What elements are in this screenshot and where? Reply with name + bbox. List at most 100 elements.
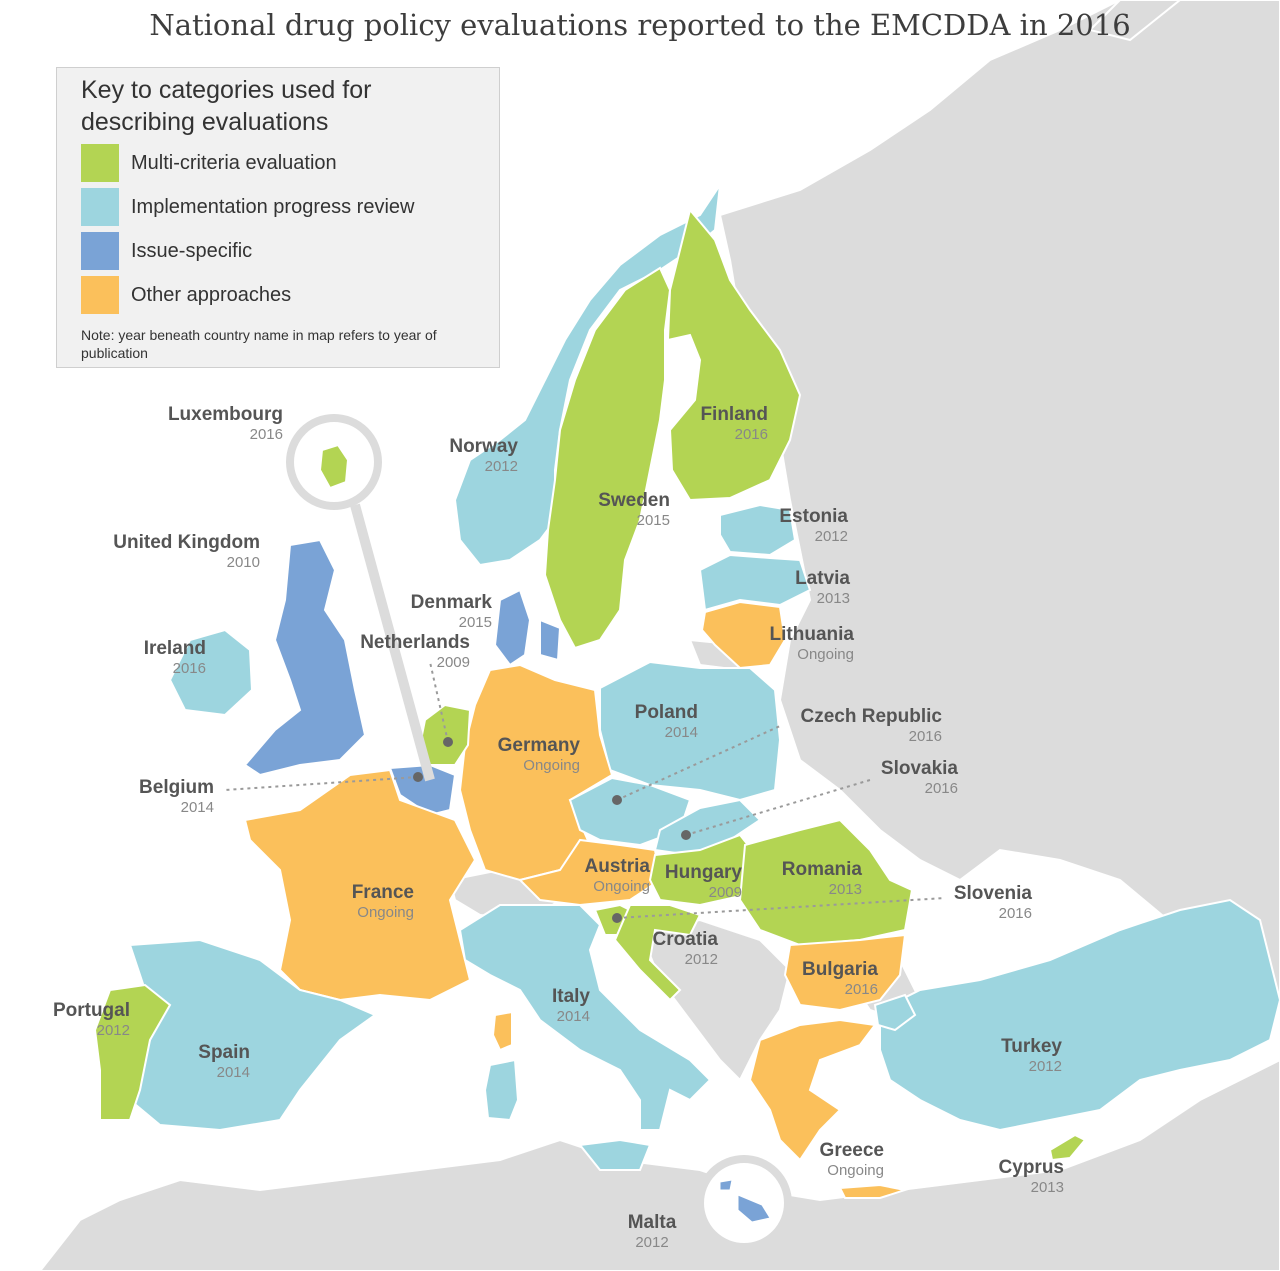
- country-year: 2013: [828, 881, 862, 898]
- country-name: Denmark: [410, 592, 492, 613]
- country-name: Cyprus: [998, 1157, 1064, 1178]
- country-year: 2014: [664, 724, 698, 741]
- country-year: Ongoing: [357, 904, 414, 921]
- island-sardinia[interactable]: [483, 1058, 520, 1122]
- page-title: National drug policy evaluations reporte…: [149, 8, 1131, 42]
- country-name: Poland: [634, 702, 698, 723]
- country-year: 2015: [458, 614, 492, 631]
- label-slovenia: Slovenia 2016: [930, 883, 1032, 922]
- country-year: 2016: [734, 426, 768, 443]
- label-belgium: Belgium 2014: [110, 777, 214, 816]
- country-year: 2012: [1028, 1058, 1062, 1075]
- label-malta: Malta 2012: [610, 1212, 694, 1251]
- country-portugal[interactable]: [93, 983, 172, 1121]
- label-denmark: Denmark 2015: [380, 592, 492, 631]
- country-name: Spain: [198, 1042, 250, 1063]
- country-slovakia[interactable]: [653, 798, 762, 857]
- label-latvia: Latvia 2013: [760, 568, 850, 607]
- country-name: Norway: [449, 436, 518, 457]
- country-name: Luxembourg: [167, 404, 283, 425]
- country-name: Malta: [627, 1212, 677, 1233]
- country-year: Ongoing: [523, 757, 580, 774]
- country-name: Ireland: [143, 638, 206, 659]
- label-estonia: Estonia 2012: [740, 506, 848, 545]
- country-name: Finland: [700, 404, 768, 425]
- country-year: 2010: [226, 554, 260, 571]
- label-netherlands: Netherlands 2009: [330, 632, 470, 671]
- country-italy[interactable]: [458, 904, 712, 1131]
- malta-magnified: [719, 1179, 771, 1223]
- country-united-kingdom[interactable]: [243, 538, 367, 777]
- country-year: Ongoing: [827, 1162, 884, 1179]
- country-turkey-thrace[interactable]: [873, 993, 917, 1032]
- label-united-kingdom: United Kingdom 2010: [60, 532, 260, 571]
- country-name: Estonia: [779, 506, 848, 527]
- country-lithuania[interactable]: [700, 600, 787, 670]
- country-name: Romania: [781, 859, 862, 880]
- country-name: Hungary: [664, 862, 742, 883]
- country-croatia[interactable]: [613, 904, 702, 1002]
- country-latvia[interactable]: [698, 553, 812, 612]
- country-name: Lithuania: [769, 624, 854, 645]
- label-france: France Ongoing: [320, 882, 414, 921]
- country-year: 2016: [998, 905, 1032, 922]
- country-name: Bulgaria: [801, 959, 878, 980]
- country-romania[interactable]: [738, 818, 914, 947]
- legend-label: Multi-criteria evaluation: [131, 152, 337, 174]
- country-turkey[interactable]: [879, 898, 1280, 1132]
- legend-note: Note: year beneath country name in map r…: [81, 327, 437, 361]
- label-luxembourg: Luxembourg 2016: [130, 404, 283, 443]
- label-norway: Norway 2012: [400, 436, 518, 475]
- country-france[interactable]: [243, 768, 477, 1002]
- country-year: 2013: [816, 590, 850, 607]
- label-slovakia: Slovakia 2016: [860, 758, 958, 797]
- island-sicily[interactable]: [578, 1138, 652, 1171]
- legend-swatch: [81, 276, 119, 314]
- country-name: Slovakia: [880, 758, 958, 779]
- country-ireland[interactable]: [168, 628, 254, 717]
- legend-label: Other approaches: [131, 284, 292, 306]
- label-finland: Finland 2016: [660, 404, 768, 443]
- country-name: United Kingdom: [113, 532, 260, 553]
- country-name: France: [351, 882, 414, 903]
- label-austria: Austria Ongoing: [560, 856, 650, 895]
- country-year: 2009: [708, 884, 742, 901]
- country-finland[interactable]: [666, 207, 802, 502]
- label-czech-republic: Czech Republic 2016: [760, 706, 942, 745]
- country-name: Belgium: [139, 777, 214, 798]
- legend-swatch: [81, 232, 119, 270]
- country-year: 2015: [636, 512, 670, 529]
- label-greece: Greece Ongoing: [800, 1140, 884, 1179]
- country-bulgaria[interactable]: [783, 933, 907, 1012]
- label-germany: Germany Ongoing: [470, 735, 580, 774]
- country-year: 2016: [172, 660, 206, 677]
- country-name: Latvia: [795, 568, 850, 589]
- country-denmark[interactable]: [493, 588, 562, 667]
- country-year: 2016: [844, 981, 878, 998]
- leader-dots: [413, 737, 691, 923]
- label-croatia: Croatia 2012: [630, 929, 718, 968]
- country-year: 2012: [635, 1234, 669, 1251]
- label-poland: Poland 2014: [600, 702, 698, 741]
- country-cyprus[interactable]: [1048, 1133, 1087, 1162]
- country-greece[interactable]: [748, 1018, 877, 1162]
- country-name: Austria: [584, 856, 650, 877]
- label-romania: Romania 2013: [760, 859, 862, 898]
- country-sweden[interactable]: [543, 266, 672, 650]
- island-crete[interactable]: [838, 1183, 909, 1199]
- luxembourg-magnified: [318, 443, 350, 490]
- country-norway[interactable]: [453, 184, 721, 567]
- legend-swatch: [81, 144, 119, 182]
- country-estonia[interactable]: [719, 503, 797, 557]
- label-ireland: Ireland 2016: [110, 638, 206, 677]
- label-hungary: Hungary 2009: [650, 862, 742, 901]
- country-year: Ongoing: [797, 646, 854, 663]
- country-year: 2016: [908, 728, 942, 745]
- leader-lines: [224, 661, 946, 919]
- country-name: Netherlands: [360, 632, 470, 653]
- island-corsica[interactable]: [491, 1010, 513, 1052]
- country-name: Italy: [551, 986, 590, 1007]
- legend: Key to categories used for describing ev…: [56, 67, 500, 368]
- country-name: Slovenia: [953, 883, 1032, 904]
